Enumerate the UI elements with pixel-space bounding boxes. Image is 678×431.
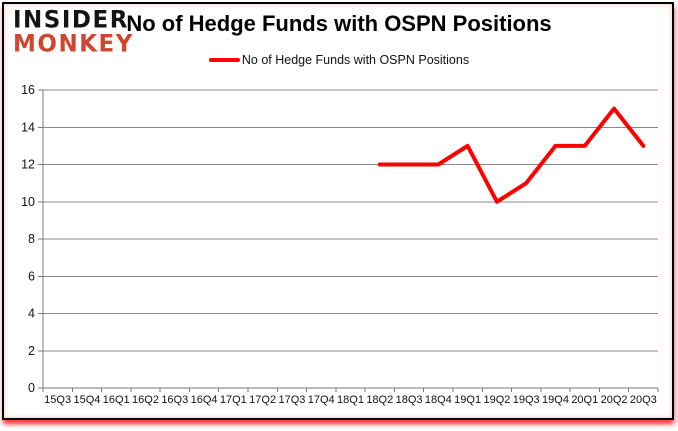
x-axis-label: 19Q3 [513, 394, 540, 406]
x-axis-label: 18Q1 [337, 394, 364, 406]
chart-title: No of Hedge Funds with OSPN Positions [126, 11, 552, 36]
x-axis-label: 15Q4 [73, 394, 100, 406]
x-axis-label: 17Q2 [249, 394, 276, 406]
x-axis-label: 18Q4 [425, 394, 452, 406]
x-axis-label: 20Q1 [571, 394, 598, 406]
y-axis-label: 2 [28, 344, 35, 358]
series-line [377, 106, 646, 204]
x-axis-label: 16Q2 [132, 394, 159, 406]
y-axis-label: 10 [21, 195, 35, 209]
y-axis-label: 4 [28, 307, 35, 321]
x-axis-label: 19Q2 [483, 394, 510, 406]
y-axis-label: 0 [28, 381, 35, 395]
x-axis-label: 16Q4 [191, 394, 218, 406]
x-axis-label: 16Q3 [161, 394, 188, 406]
x-axis-label: 20Q3 [630, 394, 657, 406]
x-axis-label: 17Q4 [308, 394, 335, 406]
y-axis-label: 8 [28, 232, 35, 246]
x-axis-label: 19Q4 [542, 394, 569, 406]
logo-text-monkey: MONKEY [13, 30, 134, 58]
x-axis-label: 18Q2 [366, 394, 393, 406]
x-axis-label: 19Q1 [454, 394, 481, 406]
insider-monkey-logo: INSIDER MONKEY [13, 9, 134, 56]
y-axis-label: 12 [21, 158, 35, 172]
legend-line-swatch [208, 58, 240, 62]
y-axis-label: 14 [21, 120, 35, 134]
legend-label: No of Hedge Funds with OSPN Positions [241, 53, 470, 67]
x-axis-label: 16Q1 [103, 394, 130, 406]
x-axis-label: 17Q1 [220, 394, 247, 406]
logo-text-insider: INSIDER [13, 6, 129, 34]
x-axis-label: 15Q3 [44, 394, 71, 406]
legend: No of Hedge Funds with OSPN Positions [0, 53, 678, 67]
y-axis-label: 16 [21, 83, 35, 97]
x-axis-label: 20Q2 [601, 394, 628, 406]
x-axis-label: 18Q3 [396, 394, 423, 406]
y-axis-label: 6 [28, 269, 35, 283]
x-axis-label: 17Q3 [278, 394, 305, 406]
